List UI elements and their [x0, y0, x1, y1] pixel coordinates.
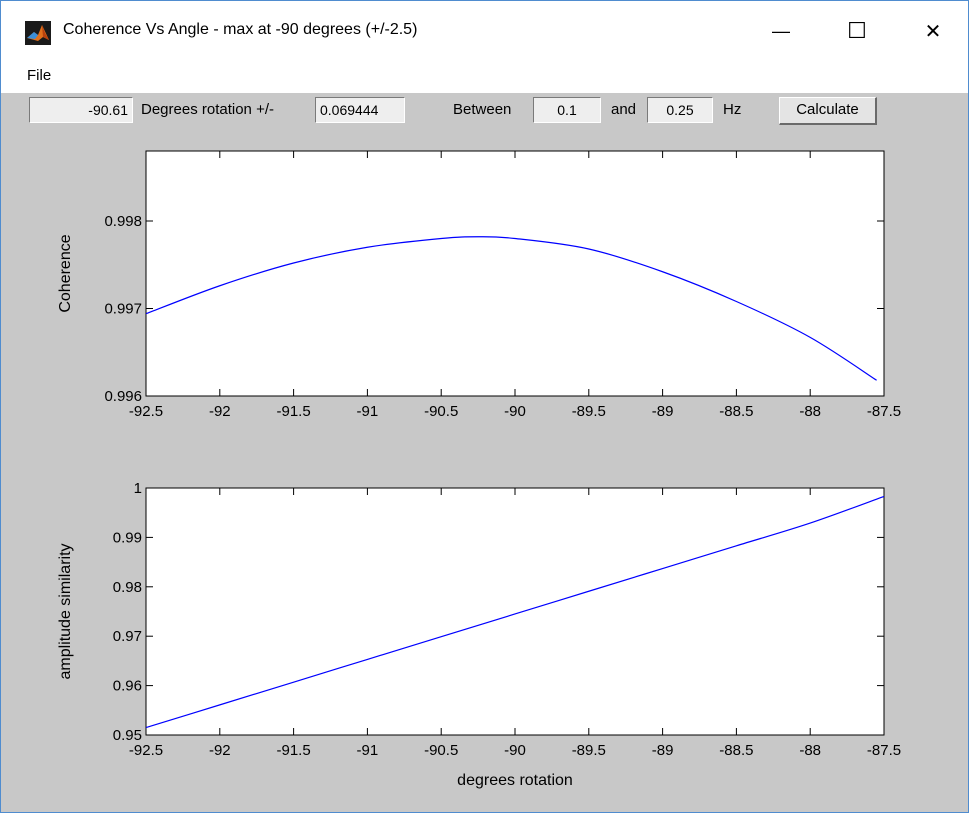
- amplitude-chart: -92.5 -92 -91.5 -91 -90.5 -90 -89.5 -89 -88.5 -88…: [57, 480, 901, 789]
- y-tick-label: 0.95: [113, 727, 142, 744]
- between-label: Between: [453, 101, 512, 118]
- close-button[interactable]: ✕: [913, 9, 953, 53]
- hz-label: Hz: [723, 101, 742, 118]
- rotation-step-field[interactable]: 0.069444: [315, 97, 405, 123]
- freq-high-field[interactable]: 0.25: [647, 97, 713, 123]
- x-tick-label: -89: [652, 742, 674, 759]
- x-tick-label: -92.5: [129, 403, 163, 420]
- y-axis-label: amplitude similarity: [57, 543, 74, 679]
- x-tick-label: -89.5: [572, 742, 606, 759]
- title-bar[interactable]: Coherence Vs Angle - max at -90 degrees …: [1, 1, 968, 61]
- coherence-chart: -92.5 -92 -91.5 -91 -90.5 -90 -89.5 -89 -88.5 -88…: [57, 150, 901, 420]
- maximize-icon: ☐: [847, 18, 867, 43]
- x-tick-label: -92: [209, 403, 231, 420]
- matlab-logo-icon: [25, 21, 51, 45]
- x-tick-label: -87.5: [867, 742, 901, 759]
- rotation-label: Degrees rotation +/-: [141, 101, 274, 118]
- x-tick-label: -91.5: [276, 403, 310, 420]
- x-tick-label: -90.5: [424, 403, 458, 420]
- and-label: and: [611, 101, 637, 118]
- y-tick-label: 0.996: [104, 388, 142, 405]
- close-icon: ✕: [924, 20, 942, 43]
- y-tick-label: 0.998: [104, 213, 142, 230]
- coherence-axes-box: [145, 150, 885, 397]
- max-angle-field[interactable]: -90.61: [29, 97, 133, 123]
- y-axis-label: Coherence: [57, 234, 74, 312]
- x-tick-label: -90.5: [424, 742, 458, 759]
- x-tick-label: -91.5: [276, 742, 310, 759]
- x-tick-label: -88.5: [719, 742, 753, 759]
- x-tick-label: -87.5: [867, 403, 901, 420]
- x-tick-label: -88.5: [719, 403, 753, 420]
- x-tick-label: -90: [504, 742, 526, 759]
- x-tick-label: -89.5: [572, 403, 606, 420]
- y-tick-label: 1: [134, 480, 142, 497]
- x-tick-label: -92.5: [129, 742, 163, 759]
- y-tick-label: 0.99: [113, 529, 142, 546]
- y-tick-label: 0.97: [113, 628, 142, 645]
- maximize-button[interactable]: ☐: [837, 9, 877, 53]
- minimize-button[interactable]: —: [761, 9, 801, 53]
- coherence-series-line: [145, 236, 877, 381]
- calculate-button[interactable]: Calculate: [779, 97, 877, 125]
- window-title: Coherence Vs Angle - max at -90 degrees …: [63, 21, 418, 38]
- minimize-icon: —: [772, 20, 790, 41]
- x-tick-label: -89: [652, 403, 674, 420]
- x-axis-label: degrees rotation: [457, 772, 573, 789]
- x-tick-label: -91: [357, 403, 379, 420]
- x-tick-label: -88: [799, 742, 821, 759]
- x-tick-label: -90: [504, 403, 526, 420]
- amplitude-axes-box: [145, 487, 885, 736]
- x-tick-label: -92: [209, 742, 231, 759]
- y-tick-label: 0.98: [113, 579, 142, 596]
- y-tick-label: 0.997: [104, 301, 142, 318]
- x-tick-label: -88: [799, 403, 821, 420]
- menu-file[interactable]: File: [27, 67, 52, 84]
- x-tick-label: -91: [357, 742, 379, 759]
- amplitude-series-line: [145, 495, 885, 729]
- y-tick-label: 0.96: [113, 678, 142, 695]
- menu-bar: File: [1, 61, 968, 93]
- freq-low-field[interactable]: 0.1: [533, 97, 601, 123]
